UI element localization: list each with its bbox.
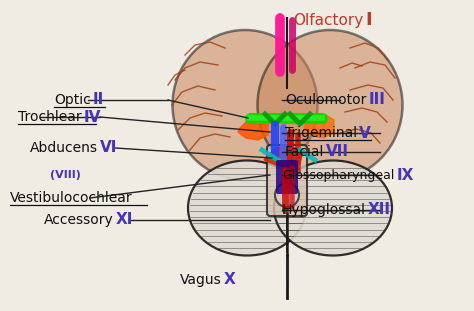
- Text: VII: VII: [327, 145, 349, 160]
- Text: Oculomotor: Oculomotor: [285, 93, 366, 107]
- Polygon shape: [264, 146, 302, 168]
- Text: Optic: Optic: [54, 93, 91, 107]
- Text: Hypoglossal: Hypoglossal: [282, 203, 366, 217]
- Text: Vestibulocochlear: Vestibulocochlear: [10, 191, 133, 205]
- Text: III: III: [368, 92, 385, 108]
- Text: Accessory: Accessory: [44, 213, 114, 227]
- Ellipse shape: [274, 160, 392, 256]
- Text: XII: XII: [368, 202, 391, 217]
- Text: I: I: [365, 11, 372, 29]
- Text: Trigeminal: Trigeminal: [285, 126, 357, 140]
- Polygon shape: [304, 115, 334, 138]
- Text: Abducens: Abducens: [30, 141, 98, 155]
- Text: XI: XI: [116, 212, 133, 228]
- FancyBboxPatch shape: [267, 145, 307, 216]
- Text: Olfactory: Olfactory: [293, 12, 363, 27]
- Text: X: X: [224, 272, 236, 287]
- Circle shape: [275, 183, 299, 207]
- Text: II: II: [93, 92, 104, 108]
- Text: Facial: Facial: [285, 145, 324, 159]
- FancyBboxPatch shape: [276, 160, 298, 194]
- Ellipse shape: [257, 30, 402, 180]
- Text: (VIII): (VIII): [50, 170, 81, 180]
- Ellipse shape: [173, 30, 318, 180]
- Ellipse shape: [188, 160, 306, 256]
- Text: IV: IV: [83, 109, 101, 124]
- Text: Trochlear: Trochlear: [18, 110, 82, 124]
- Text: V: V: [359, 126, 371, 141]
- Text: IX: IX: [396, 168, 414, 183]
- Text: Vagus: Vagus: [180, 273, 222, 287]
- Polygon shape: [238, 118, 268, 140]
- Text: Glossopharyngeal: Glossopharyngeal: [282, 169, 394, 182]
- Text: VI: VI: [100, 141, 118, 156]
